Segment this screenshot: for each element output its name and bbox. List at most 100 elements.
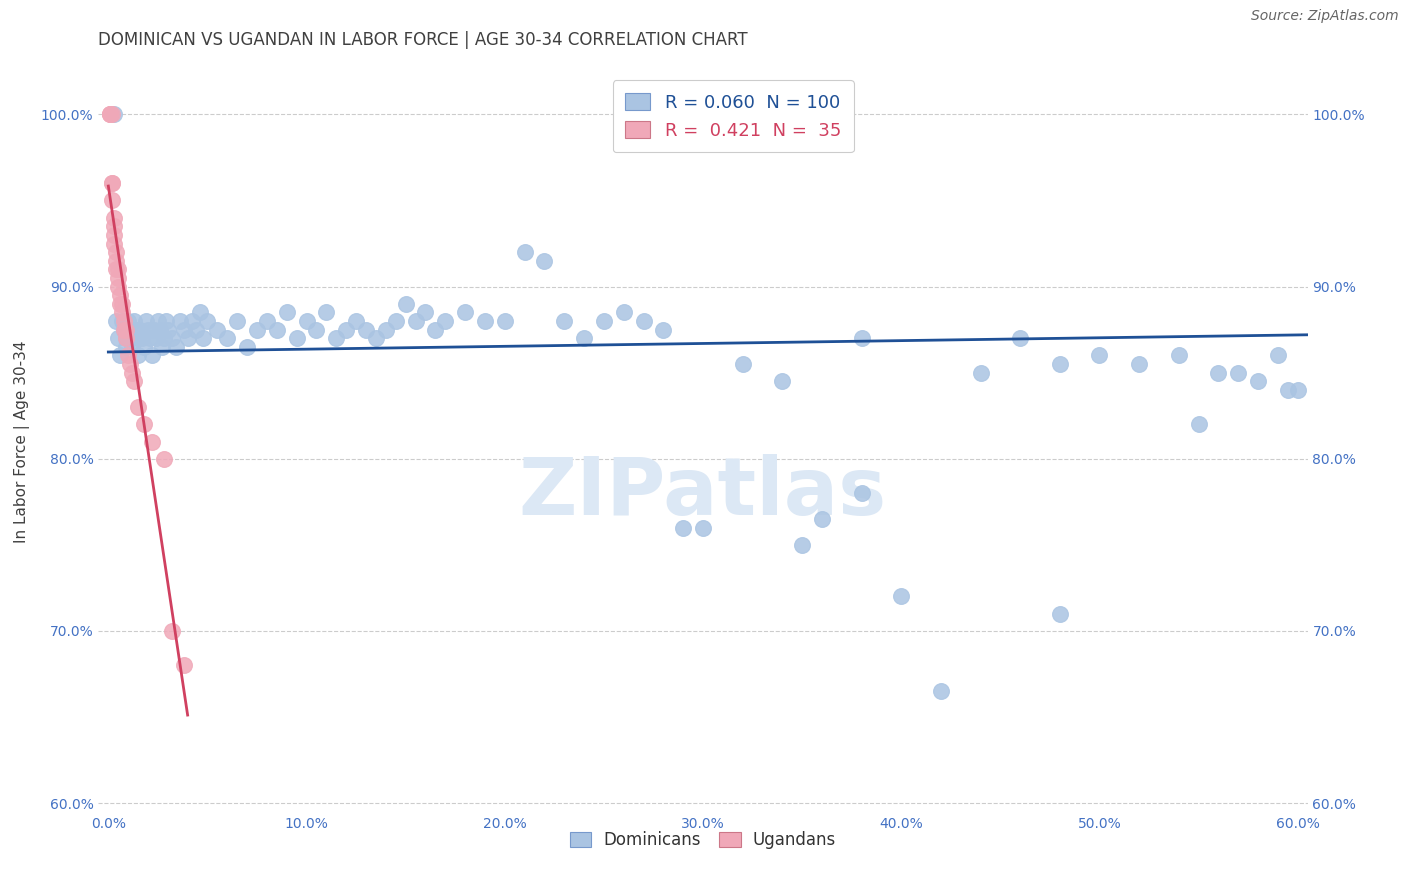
Point — [107, 279, 129, 293]
Point — [131, 331, 153, 345]
Point — [236, 340, 259, 354]
Point — [105, 253, 128, 268]
Point — [266, 323, 288, 337]
Point — [672, 521, 695, 535]
Point — [141, 348, 163, 362]
Point — [533, 253, 555, 268]
Point — [180, 314, 202, 328]
Point — [156, 323, 179, 337]
Point — [415, 305, 437, 319]
Point — [145, 331, 167, 345]
Point — [513, 245, 536, 260]
Point — [405, 314, 427, 328]
Point — [101, 176, 124, 190]
Point — [117, 348, 139, 362]
Point — [851, 331, 873, 345]
Point — [115, 331, 138, 345]
Point — [1010, 331, 1032, 345]
Point — [141, 434, 163, 449]
Point — [132, 340, 155, 354]
Point — [173, 658, 195, 673]
Point — [107, 331, 129, 345]
Point — [117, 323, 139, 337]
Point — [165, 340, 187, 354]
Point — [226, 314, 249, 328]
Point — [117, 314, 139, 328]
Point — [1208, 366, 1230, 380]
Point — [105, 245, 128, 260]
Point — [395, 297, 418, 311]
Point — [101, 194, 124, 208]
Point — [384, 314, 406, 328]
Point — [153, 451, 176, 466]
Point — [110, 297, 132, 311]
Point — [122, 374, 145, 388]
Point — [110, 288, 132, 302]
Point — [127, 348, 149, 362]
Point — [1277, 383, 1299, 397]
Point — [692, 521, 714, 535]
Point — [633, 314, 655, 328]
Point — [188, 305, 211, 319]
Point — [652, 323, 675, 337]
Point — [160, 624, 183, 638]
Point — [139, 331, 162, 345]
Point — [1049, 357, 1071, 371]
Point — [111, 305, 134, 319]
Point — [434, 314, 457, 328]
Point — [454, 305, 477, 319]
Point — [811, 512, 834, 526]
Point — [98, 107, 121, 121]
Point — [1187, 417, 1209, 432]
Point — [120, 357, 142, 371]
Point — [115, 340, 138, 354]
Point — [276, 305, 298, 319]
Point — [217, 331, 239, 345]
Point — [335, 323, 357, 337]
Point — [115, 323, 138, 337]
Point — [105, 314, 128, 328]
Point — [851, 486, 873, 500]
Point — [425, 323, 447, 337]
Point — [105, 262, 128, 277]
Point — [120, 331, 142, 345]
Text: Source: ZipAtlas.com: Source: ZipAtlas.com — [1251, 9, 1399, 23]
Point — [150, 340, 173, 354]
Point — [790, 538, 813, 552]
Text: DOMINICAN VS UGANDAN IN LABOR FORCE | AGE 30-34 CORRELATION CHART: DOMINICAN VS UGANDAN IN LABOR FORCE | AG… — [98, 31, 748, 49]
Point — [103, 219, 125, 234]
Point — [112, 323, 135, 337]
Point — [169, 314, 191, 328]
Point — [112, 323, 135, 337]
Point — [572, 331, 595, 345]
Point — [295, 314, 318, 328]
Point — [1128, 357, 1150, 371]
Point — [613, 305, 636, 319]
Point — [142, 323, 165, 337]
Text: ZIPatlas: ZIPatlas — [519, 454, 887, 533]
Point — [285, 331, 308, 345]
Point — [176, 331, 198, 345]
Point — [146, 314, 169, 328]
Point — [110, 348, 132, 362]
Point — [107, 262, 129, 277]
Point — [115, 331, 138, 345]
Point — [315, 305, 337, 319]
Point — [107, 271, 129, 285]
Point — [121, 340, 143, 354]
Point — [1167, 348, 1189, 362]
Point — [474, 314, 496, 328]
Point — [1286, 383, 1309, 397]
Point — [494, 314, 516, 328]
Point — [112, 314, 135, 328]
Point — [1049, 607, 1071, 621]
Point — [103, 107, 125, 121]
Point — [111, 314, 134, 328]
Point — [125, 323, 148, 337]
Point — [160, 331, 183, 345]
Point — [121, 366, 143, 380]
Point — [132, 417, 155, 432]
Point — [354, 323, 377, 337]
Point — [929, 684, 952, 698]
Point — [101, 107, 124, 121]
